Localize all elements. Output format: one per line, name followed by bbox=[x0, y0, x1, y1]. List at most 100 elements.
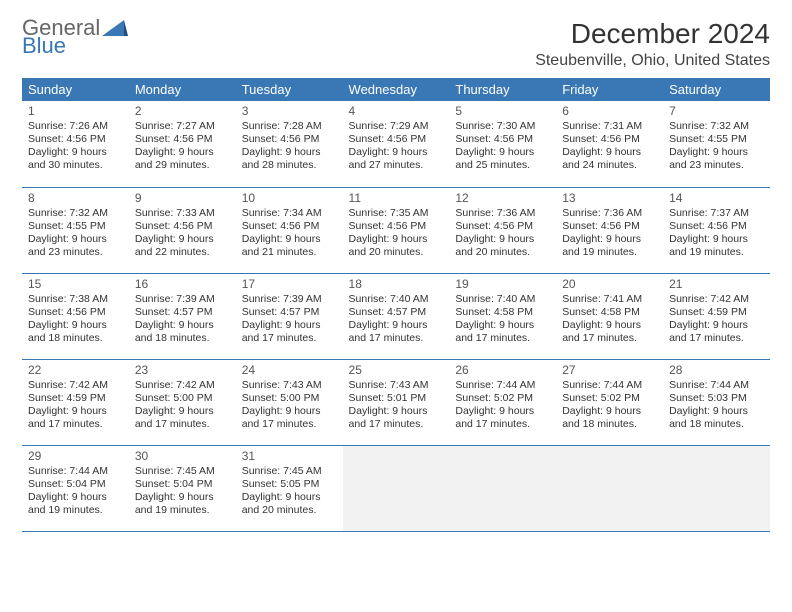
calendar-cell bbox=[663, 445, 770, 531]
sunset-line: Sunset: 4:56 PM bbox=[28, 306, 123, 319]
sunset-line: Sunset: 4:56 PM bbox=[669, 220, 764, 233]
calendar-row: 15Sunrise: 7:38 AMSunset: 4:56 PMDayligh… bbox=[22, 273, 770, 359]
sunset-line: Sunset: 5:00 PM bbox=[135, 392, 230, 405]
sunset-line: Sunset: 4:56 PM bbox=[242, 133, 337, 146]
sunset-line: Sunset: 4:59 PM bbox=[28, 392, 123, 405]
day-number: 2 bbox=[135, 104, 230, 118]
calendar-cell: 28 Sunrise: 7:44 AMSunset: 5:03 PMDayligh… bbox=[663, 359, 770, 445]
sunrise-line: Sunrise: 7:36 AM bbox=[562, 207, 657, 220]
sunset-line: Sunset: 5:03 PM bbox=[669, 392, 764, 405]
sunrise-line: Sunrise: 7:42 AM bbox=[135, 379, 230, 392]
sunrise-line: Sunrise: 7:35 AM bbox=[349, 207, 444, 220]
sunset-line: Sunset: 5:05 PM bbox=[242, 478, 337, 491]
calendar-cell: 19Sunrise: 7:40 AMSunset: 4:58 PMDayligh… bbox=[449, 273, 556, 359]
sunrise-line: Sunrise: 7:39 AM bbox=[242, 293, 337, 306]
sunrise-line: Sunrise: 7:42 AM bbox=[28, 379, 123, 392]
day-number: 28 bbox=[669, 363, 764, 377]
daylight-line: Daylight: 9 hours and 18 minutes. bbox=[669, 405, 764, 431]
weekday-header: Thursday bbox=[449, 78, 556, 101]
day-number: 30 bbox=[135, 449, 230, 463]
calendar-cell: 4Sunrise: 7:29 AMSunset: 4:56 PMDaylight… bbox=[343, 101, 450, 187]
calendar-cell: 31 Sunrise: 7:45 AMSunset: 5:05 PMDayligh… bbox=[236, 445, 343, 531]
daylight-line: Daylight: 9 hours and 17 minutes. bbox=[349, 319, 444, 345]
calendar-cell: 13Sunrise: 7:36 AMSunset: 4:56 PMDayligh… bbox=[556, 187, 663, 273]
daylight-line: Daylight: 9 hours and 20 minutes. bbox=[242, 491, 337, 517]
daylight-line: Daylight: 9 hours and 18 minutes. bbox=[135, 319, 230, 345]
sunset-line: Sunset: 4:57 PM bbox=[242, 306, 337, 319]
sunrise-line: Sunrise: 7:38 AM bbox=[28, 293, 123, 306]
sunrise-line: Sunrise: 7:26 AM bbox=[28, 120, 123, 133]
weekday-header-row: Sunday Monday Tuesday Wednesday Thursday… bbox=[22, 78, 770, 101]
sunrise-line: Sunrise: 7:45 AM bbox=[242, 465, 337, 478]
daylight-line: Daylight: 9 hours and 17 minutes. bbox=[135, 405, 230, 431]
day-number: 12 bbox=[455, 191, 550, 205]
calendar-cell: 24Sunrise: 7:43 AMSunset: 5:00 PMDayligh… bbox=[236, 359, 343, 445]
sunrise-line: Sunrise: 7:32 AM bbox=[669, 120, 764, 133]
sunset-line: Sunset: 5:02 PM bbox=[562, 392, 657, 405]
sunrise-line: Sunrise: 7:44 AM bbox=[28, 465, 123, 478]
calendar-cell: 25Sunrise: 7:43 AMSunset: 5:01 PMDayligh… bbox=[343, 359, 450, 445]
day-number: 1 bbox=[28, 104, 123, 118]
calendar-cell: 8Sunrise: 7:32 AMSunset: 4:55 PMDaylight… bbox=[22, 187, 129, 273]
day-number: 17 bbox=[242, 277, 337, 291]
daylight-line: Daylight: 9 hours and 19 minutes. bbox=[562, 233, 657, 259]
location-subtitle: Steubenville, Ohio, United States bbox=[535, 52, 770, 70]
sunrise-line: Sunrise: 7:44 AM bbox=[669, 379, 764, 392]
calendar-cell: 12Sunrise: 7:36 AMSunset: 4:56 PMDayligh… bbox=[449, 187, 556, 273]
sunrise-line: Sunrise: 7:36 AM bbox=[455, 207, 550, 220]
day-number: 16 bbox=[135, 277, 230, 291]
sunset-line: Sunset: 4:56 PM bbox=[562, 133, 657, 146]
day-number: 5 bbox=[455, 104, 550, 118]
day-number: 15 bbox=[28, 277, 123, 291]
sunset-line: Sunset: 4:57 PM bbox=[349, 306, 444, 319]
day-number: 20 bbox=[562, 277, 657, 291]
sunset-line: Sunset: 4:56 PM bbox=[349, 133, 444, 146]
brand-logo: General Blue bbox=[22, 18, 128, 56]
sunset-line: Sunset: 4:57 PM bbox=[135, 306, 230, 319]
sunrise-line: Sunrise: 7:28 AM bbox=[242, 120, 337, 133]
sunset-line: Sunset: 5:02 PM bbox=[455, 392, 550, 405]
sunrise-line: Sunrise: 7:45 AM bbox=[135, 465, 230, 478]
day-number: 21 bbox=[669, 277, 764, 291]
calendar-cell: 27Sunrise: 7:44 AMSunset: 5:02 PMDayligh… bbox=[556, 359, 663, 445]
sunset-line: Sunset: 4:56 PM bbox=[349, 220, 444, 233]
daylight-line: Daylight: 9 hours and 30 minutes. bbox=[28, 146, 123, 172]
daylight-line: Daylight: 9 hours and 17 minutes. bbox=[455, 319, 550, 345]
daylight-line: Daylight: 9 hours and 17 minutes. bbox=[455, 405, 550, 431]
daylight-line: Daylight: 9 hours and 25 minutes. bbox=[455, 146, 550, 172]
month-title: December 2024 bbox=[535, 18, 770, 50]
daylight-line: Daylight: 9 hours and 23 minutes. bbox=[669, 146, 764, 172]
day-number: 19 bbox=[455, 277, 550, 291]
daylight-line: Daylight: 9 hours and 17 minutes. bbox=[349, 405, 444, 431]
calendar-cell: 2Sunrise: 7:27 AMSunset: 4:56 PMDaylight… bbox=[129, 101, 236, 187]
calendar-cell: 26Sunrise: 7:44 AMSunset: 5:02 PMDayligh… bbox=[449, 359, 556, 445]
sunset-line: Sunset: 5:04 PM bbox=[135, 478, 230, 491]
calendar-row: 22Sunrise: 7:42 AMSunset: 4:59 PMDayligh… bbox=[22, 359, 770, 445]
weekday-header: Monday bbox=[129, 78, 236, 101]
day-number: 4 bbox=[349, 104, 444, 118]
calendar-cell: 6Sunrise: 7:31 AMSunset: 4:56 PMDaylight… bbox=[556, 101, 663, 187]
daylight-line: Daylight: 9 hours and 19 minutes. bbox=[135, 491, 230, 517]
calendar-cell: 5Sunrise: 7:30 AMSunset: 4:56 PMDaylight… bbox=[449, 101, 556, 187]
calendar-cell bbox=[449, 445, 556, 531]
day-number: 7 bbox=[669, 104, 764, 118]
sunset-line: Sunset: 4:56 PM bbox=[135, 133, 230, 146]
sunset-line: Sunset: 5:04 PM bbox=[28, 478, 123, 491]
sunrise-line: Sunrise: 7:44 AM bbox=[562, 379, 657, 392]
calendar-cell: 14Sunrise: 7:37 AMSunset: 4:56 PMDayligh… bbox=[663, 187, 770, 273]
calendar-cell: 30 Sunrise: 7:45 AMSunset: 5:04 PMDayligh… bbox=[129, 445, 236, 531]
day-number: 31 bbox=[242, 449, 337, 463]
daylight-line: Daylight: 9 hours and 28 minutes. bbox=[242, 146, 337, 172]
calendar-cell: 20Sunrise: 7:41 AMSunset: 4:58 PMDayligh… bbox=[556, 273, 663, 359]
daylight-line: Daylight: 9 hours and 18 minutes. bbox=[28, 319, 123, 345]
day-number: 24 bbox=[242, 363, 337, 377]
daylight-line: Daylight: 9 hours and 18 minutes. bbox=[562, 405, 657, 431]
sunset-line: Sunset: 4:58 PM bbox=[562, 306, 657, 319]
sunset-line: Sunset: 4:58 PM bbox=[455, 306, 550, 319]
sunrise-line: Sunrise: 7:42 AM bbox=[669, 293, 764, 306]
day-number: 6 bbox=[562, 104, 657, 118]
sunrise-line: Sunrise: 7:33 AM bbox=[135, 207, 230, 220]
sunset-line: Sunset: 4:55 PM bbox=[669, 133, 764, 146]
sunrise-line: Sunrise: 7:40 AM bbox=[349, 293, 444, 306]
calendar-cell: 29Sunrise: 7:44 AMSunset: 5:04 PMDayligh… bbox=[22, 445, 129, 531]
